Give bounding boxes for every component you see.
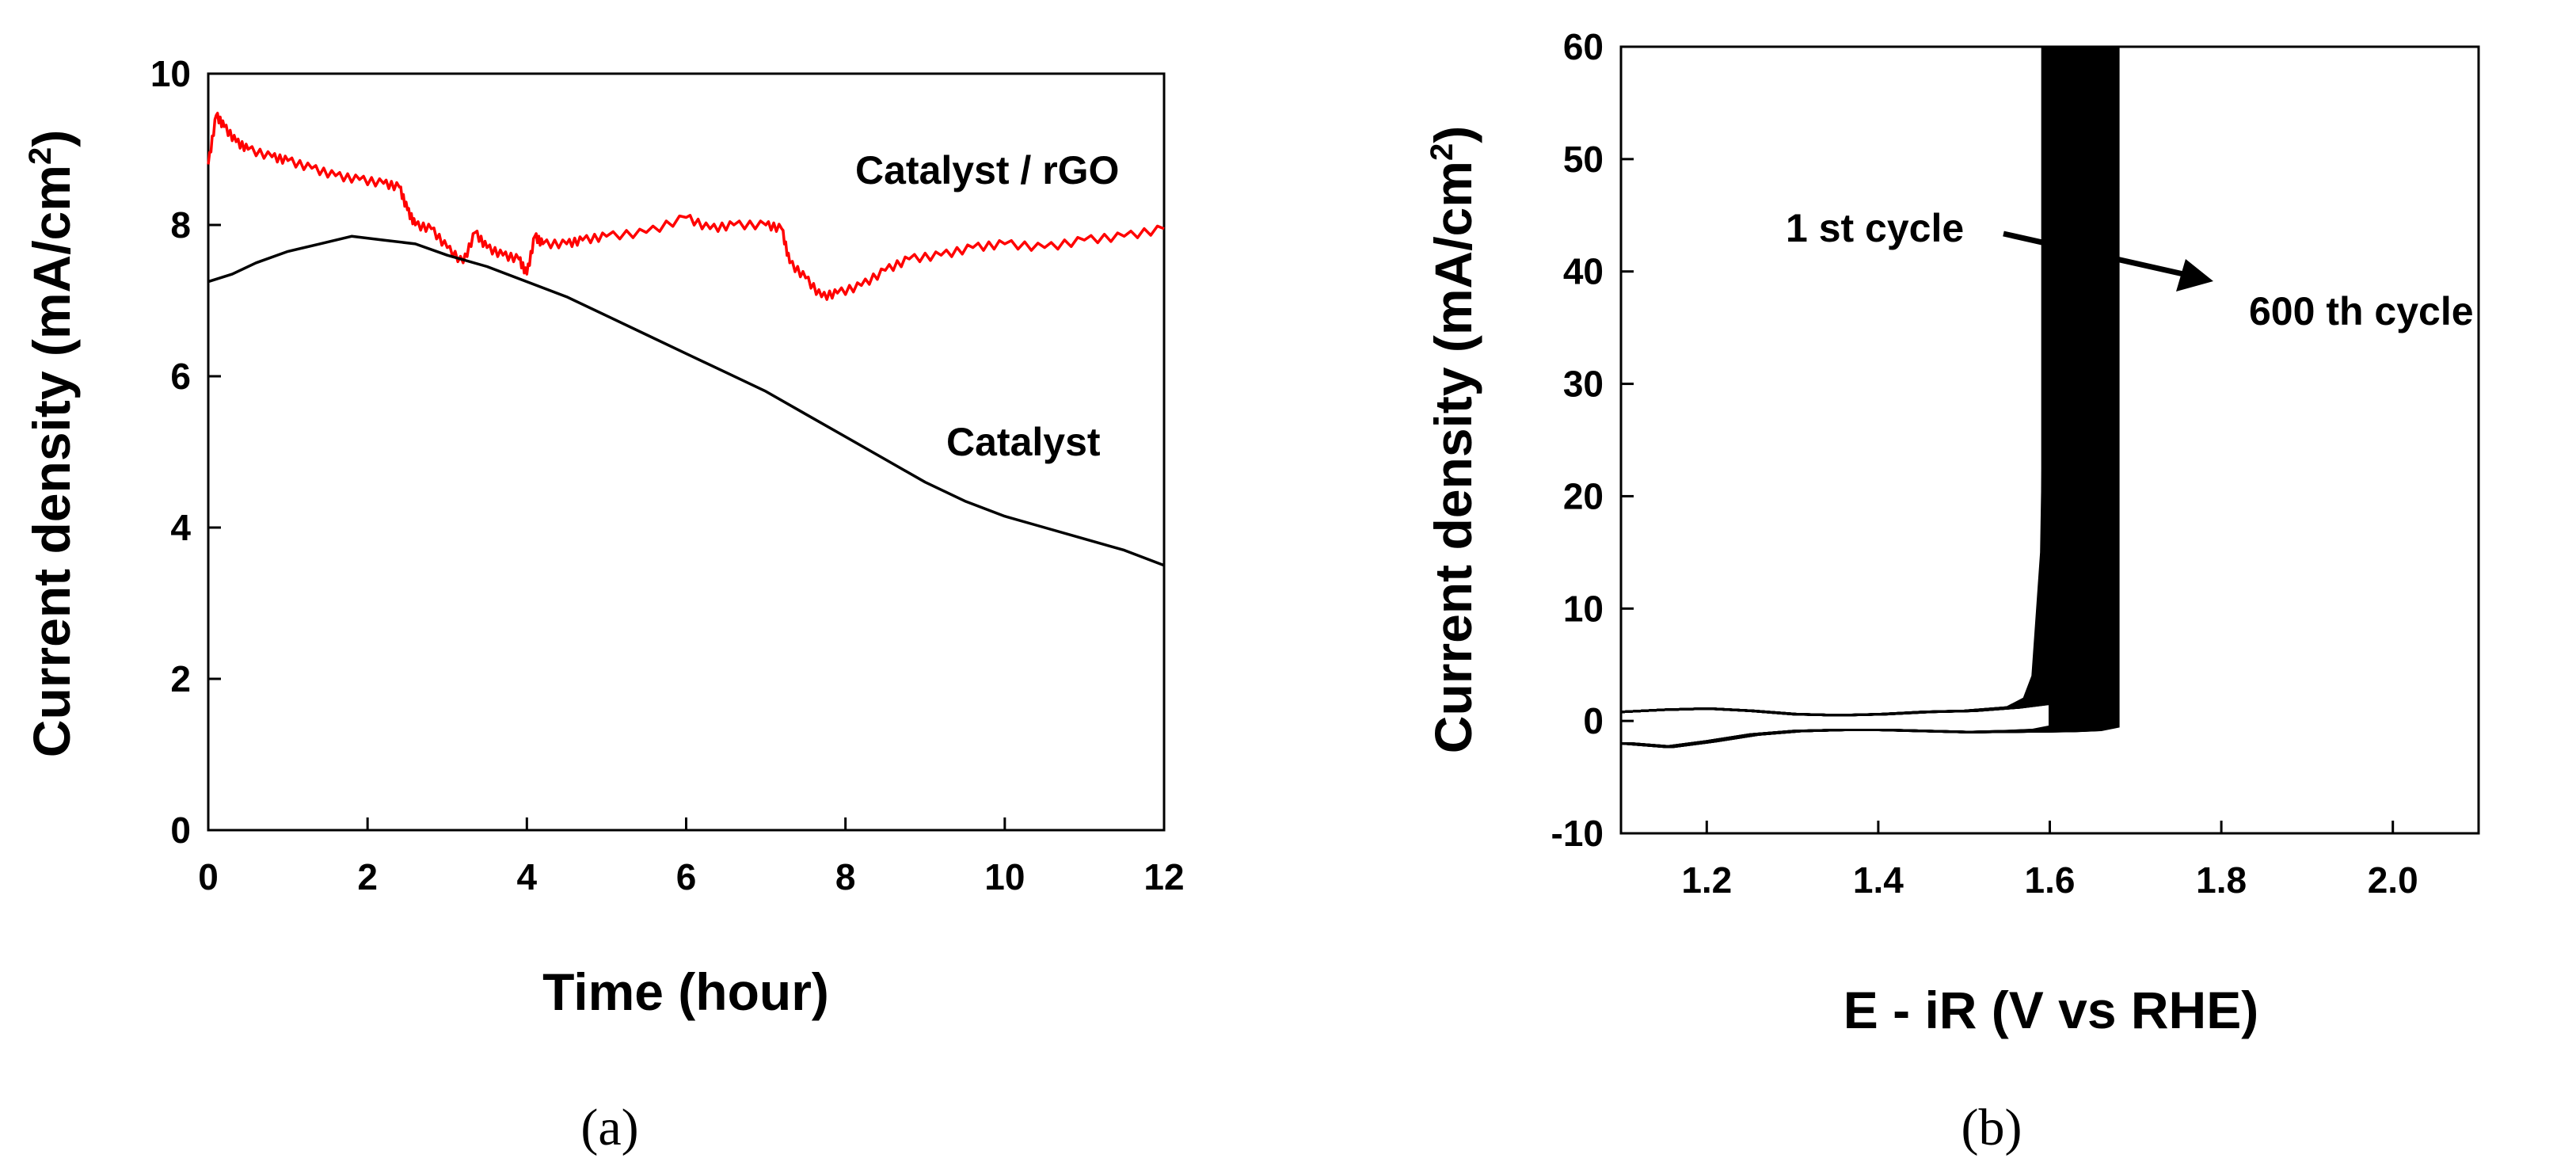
panel-a-x-tick-label: 10 xyxy=(984,856,1025,897)
panel-a-x-tick-label: 4 xyxy=(517,856,538,897)
panel-a-y-label-main: Current density (mA/cm xyxy=(22,165,81,757)
panel-a-y-label-close: ) xyxy=(22,130,81,147)
panel-a-y-tick-label: 8 xyxy=(170,204,191,246)
panel-b-x-tick-label: 2.0 xyxy=(2368,859,2418,901)
panel-a-label: (a) xyxy=(580,1099,638,1156)
cv-cycle-trace xyxy=(1621,47,2108,749)
panel-a-y-tick-label: 10 xyxy=(150,53,191,94)
cycle-arrow-head xyxy=(2176,259,2213,292)
panel-b-y-label-main: Current density (mA/cm xyxy=(1424,161,1482,753)
cv-cycle-trace xyxy=(1621,47,2079,749)
panel-b-y-tick-label: 30 xyxy=(1563,364,1604,405)
panel-a-x-tick-label: 0 xyxy=(198,856,219,897)
cv-cycle-trace xyxy=(1621,47,2100,749)
cv-cycle-trace xyxy=(1621,47,2092,749)
cv-cycle-trace xyxy=(1621,47,2088,749)
cv-cycle-trace xyxy=(1621,47,2051,749)
panel-a-x-tick-label: 2 xyxy=(357,856,378,897)
annotation-first-cycle: 1 st cycle xyxy=(1786,206,1964,250)
panel-b-x-ticks: 1.2 1.4 1.6 1.8 2.0 xyxy=(1681,821,2418,901)
panel-b-y-tick-label: 0 xyxy=(1583,700,1604,741)
cv-cycle-trace xyxy=(1621,47,2061,749)
panel-a: 0 2 4 6 8 10 0 2 4 6 8 10 12 Catalyst / rGO Catalys… xyxy=(22,53,1185,1156)
panel-b-y-tick-label: 50 xyxy=(1563,139,1604,180)
series-line-catalyst-rgo xyxy=(207,112,1165,301)
panel-a-y-tick-label: 4 xyxy=(170,507,191,548)
cv-cycle-trace xyxy=(1621,47,2055,749)
panel-b-y-label-sup: 2 xyxy=(1425,143,1459,161)
panel-a-y-ticks: 0 2 4 6 8 10 xyxy=(150,53,221,851)
panel-a-x-ticks: 0 2 4 6 8 10 12 xyxy=(198,817,1185,897)
cv-cycle-trace xyxy=(1621,47,2095,749)
panel-b-x-tick-label: 1.6 xyxy=(2025,859,2076,901)
panel-a-y-tick-label: 0 xyxy=(170,810,191,851)
panel-a-series xyxy=(207,112,1165,567)
panel-b-y-tick-label: 10 xyxy=(1563,588,1604,629)
panel-a-y-label-sup: 2 xyxy=(23,147,58,165)
panel-b-y-axis-label: Current density (mA/cm2) xyxy=(1424,126,1482,753)
panel-b-y-ticks: -10 0 10 20 30 40 50 60 xyxy=(1551,26,1634,854)
cv-cycle-trace xyxy=(1621,47,2102,749)
panel-b-label: (b) xyxy=(1961,1099,2022,1156)
cv-cycle-trace xyxy=(1621,47,2075,749)
panel-b-x-axis-label: E - iR (V vs RHE) xyxy=(1844,981,2258,1039)
panel-b-y-label-close: ) xyxy=(1424,126,1482,143)
panel-a-x-axis-label: Time (hour) xyxy=(542,962,829,1021)
cv-cycle-trace xyxy=(1621,47,2067,749)
cv-cycle-trace xyxy=(1621,47,2073,749)
panel-b-x-tick-label: 1.4 xyxy=(1853,859,1904,901)
annotation-catalyst: Catalyst xyxy=(946,420,1101,464)
cv-cycle-trace xyxy=(1621,47,2069,749)
cv-cycle-trace xyxy=(1621,47,2087,749)
cv-cycle-trace xyxy=(1621,47,2057,749)
panel-b-y-tick-label: 40 xyxy=(1563,251,1604,292)
cycle-arrow xyxy=(2003,231,2198,280)
cv-cycle-trace xyxy=(1621,47,2063,749)
cv-cycle-trace xyxy=(1621,47,2059,749)
panel-b: -10 0 10 20 30 40 50 60 1.2 1.4 1.6 1.8 2.0 1 st cy… xyxy=(1424,26,2480,1156)
cv-cycle-trace xyxy=(1621,47,2120,749)
panel-a-x-tick-label: 12 xyxy=(1143,856,1184,897)
panel-b-y-tick-label: 20 xyxy=(1563,475,1604,516)
cv-cycle-trace xyxy=(1621,47,2071,749)
panel-a-x-tick-label: 8 xyxy=(835,856,856,897)
panel-a-y-tick-label: 2 xyxy=(170,658,191,699)
cv-cycle-trace xyxy=(1621,47,2091,749)
cv-cycle-trace xyxy=(1621,47,2096,749)
annotation-catalyst-rgo: Catalyst / rGO xyxy=(855,148,1119,192)
panel-a-y-tick-label: 6 xyxy=(170,356,191,397)
cv-cycle-band xyxy=(2037,47,2106,699)
cv-cycle-trace xyxy=(1621,47,2083,749)
cv-cycle-trace xyxy=(1621,47,2065,749)
panel-b-series xyxy=(1621,47,2120,749)
panel-b-y-tick-label: -10 xyxy=(1551,813,1604,854)
cv-cycle-trace xyxy=(1621,47,2104,749)
panel-a-y-axis-label: Current density (mA/cm2) xyxy=(22,130,81,757)
cv-cycle-trace xyxy=(1621,47,2106,749)
series-line-catalyst xyxy=(207,234,1165,567)
cv-cycle-trace xyxy=(1621,47,2085,749)
cv-cycle-trace xyxy=(1621,47,2077,749)
panel-b-x-tick-label: 1.8 xyxy=(2196,859,2247,901)
cv-cycle-trace xyxy=(1621,47,2098,749)
panel-b-y-tick-label: 60 xyxy=(1563,26,1604,67)
annotation-600th-cycle: 600 th cycle xyxy=(2249,289,2474,333)
panel-b-x-tick-label: 1.2 xyxy=(1681,859,1732,901)
cv-cycle-trace xyxy=(1621,47,2081,749)
panel-a-x-tick-label: 6 xyxy=(676,856,697,897)
cv-cycle-trace xyxy=(1621,47,2053,749)
